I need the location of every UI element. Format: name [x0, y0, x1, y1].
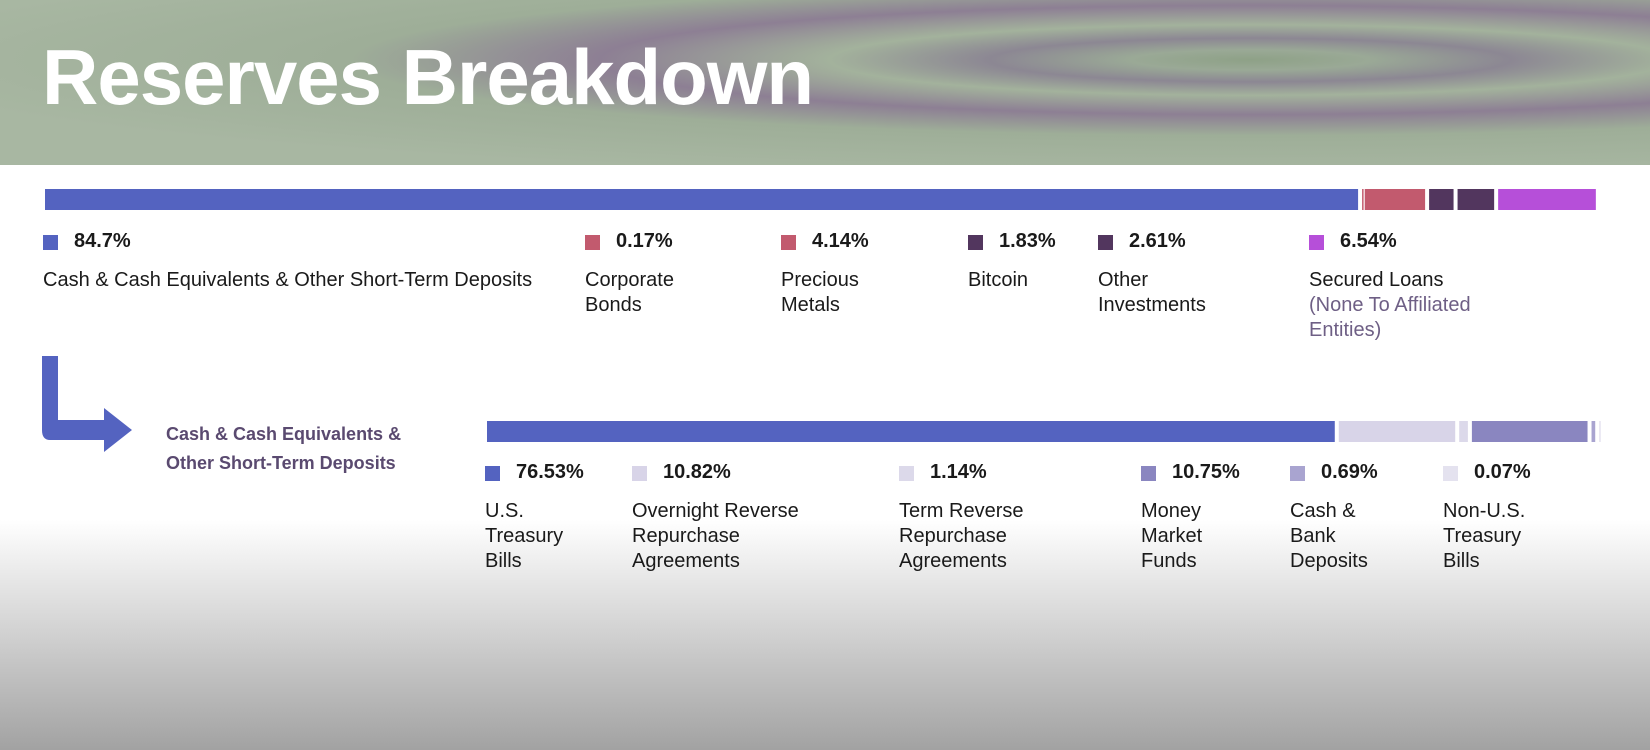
legend-swatch: [43, 235, 58, 250]
value-label: 10.75%: [1172, 461, 1240, 483]
bar-segment: [1364, 189, 1426, 210]
category-label: Secured Loans: [1309, 269, 1444, 291]
category-label: Bitcoin: [968, 269, 1029, 291]
category-label: Corporate Bonds: [585, 269, 674, 316]
bar-segment: [1599, 421, 1601, 442]
value-label: 0.17%: [616, 230, 673, 252]
value-label: 84.7%: [74, 230, 131, 252]
bar-segment: [1429, 189, 1454, 210]
legend-swatch: [485, 466, 500, 481]
value-label: 2.61%: [1129, 230, 1186, 252]
value-label: 10.82%: [663, 461, 731, 483]
value-label: 0.69%: [1321, 461, 1378, 483]
value-label: 1.83%: [999, 230, 1056, 252]
category-label: U.S. Treasury Bills: [485, 500, 564, 572]
legend-swatch: [1443, 466, 1458, 481]
bar-segment: [1498, 189, 1596, 210]
legend-swatch: [1141, 466, 1156, 481]
value-label: 4.14%: [812, 230, 869, 252]
legend-swatch: [968, 235, 983, 250]
legend-swatch: [1290, 466, 1305, 481]
category-label: Term Reverse Repurchase Agreements: [899, 500, 1024, 572]
bar-segment: [1591, 421, 1596, 442]
arrow: [42, 356, 132, 452]
bar-segment: [45, 189, 1359, 210]
category-label: Precious Metals: [781, 269, 859, 316]
category-label: Cash & Bank Deposits: [1290, 500, 1368, 572]
category-label: Cash & Cash Equivalents & Other Short-Te…: [43, 269, 533, 291]
bar-segment: [1362, 189, 1364, 210]
bar-segment: [1459, 421, 1468, 442]
legend-swatch: [899, 466, 914, 481]
page-title: Reserves Breakdown: [42, 33, 814, 121]
legend-swatch: [1309, 235, 1324, 250]
value-label: 6.54%: [1340, 230, 1397, 252]
sub-title: Cash & Cash Equivalents & Other Short-Te…: [166, 424, 402, 473]
category-note: (None To Affiliated Entities): [1309, 294, 1471, 341]
bar-segment: [1338, 421, 1456, 442]
legend-swatch: [781, 235, 796, 250]
bar-segment: [487, 421, 1335, 442]
category-label: Other Investments: [1098, 269, 1206, 316]
bar-segment: [1471, 421, 1588, 442]
value-label: 0.07%: [1474, 461, 1531, 483]
category-label: Non-U.S. Treasury Bills: [1443, 500, 1526, 572]
value-label: 76.53%: [516, 461, 584, 483]
legend-swatch: [632, 466, 647, 481]
category-label: Money Market Funds: [1141, 500, 1203, 572]
value-label: 1.14%: [930, 461, 987, 483]
header: Reserves Breakdown: [0, 0, 1650, 165]
category-label: Overnight Reverse Repurchase Agreements: [632, 500, 799, 572]
bar-segment: [1457, 189, 1495, 210]
legend-swatch: [585, 235, 600, 250]
legend-swatch: [1098, 235, 1113, 250]
